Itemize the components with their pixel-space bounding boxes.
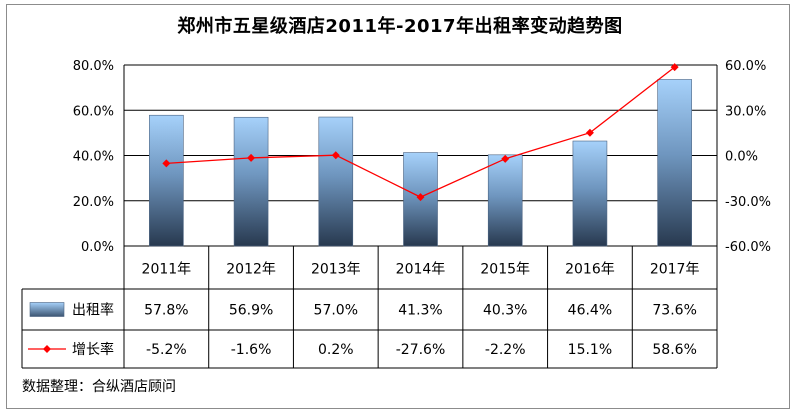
bar xyxy=(487,154,523,247)
legend-label-bar: 出租率 xyxy=(72,302,114,319)
x-tick-label: 2016年 xyxy=(565,262,615,278)
y-left-tick-label: 0.0% xyxy=(81,240,114,255)
y-right-tick-label: -60.0% xyxy=(725,240,771,255)
line-point xyxy=(162,159,171,168)
chart-title: 郑州市五星级酒店2011年-2017年出租率变动趋势图 xyxy=(177,16,623,37)
legend-swatch-bar xyxy=(29,302,65,317)
data-label-line: -5.2% xyxy=(146,342,187,358)
x-tick-label: 2014年 xyxy=(396,262,446,278)
bar xyxy=(657,79,692,247)
line-point xyxy=(247,153,256,162)
data-label-bar: 46.4% xyxy=(568,303,612,319)
data-label-bar: 41.3% xyxy=(398,303,442,319)
legend-marker-line xyxy=(43,345,51,353)
y-right-tick-label: 60.0% xyxy=(725,59,766,74)
y-left-tick-label: 20.0% xyxy=(73,195,114,210)
data-label-line: 58.6% xyxy=(652,342,696,358)
x-tick-label: 2015年 xyxy=(480,262,530,278)
line-point xyxy=(501,154,510,163)
source-note: 数据整理：合纵酒店顾问 xyxy=(22,379,176,395)
data-label-line: 15.1% xyxy=(568,342,612,358)
bar xyxy=(233,116,269,247)
bar xyxy=(572,140,608,247)
x-tick-label: 2017年 xyxy=(650,262,700,278)
data-label-bar: 73.6% xyxy=(652,303,696,319)
bar xyxy=(318,116,354,247)
data-label-bar: 56.9% xyxy=(229,303,273,319)
data-label-bar: 57.0% xyxy=(314,303,358,319)
line-point xyxy=(670,63,679,72)
data-label-line: -1.6% xyxy=(231,342,272,358)
data-label-line: -27.6% xyxy=(396,342,446,358)
line-point xyxy=(416,193,425,202)
line-point xyxy=(331,151,340,160)
line-point xyxy=(585,128,594,137)
y-right-tick-label: 0.0% xyxy=(725,150,758,165)
x-tick-label: 2013年 xyxy=(311,262,361,278)
y-right-tick-label: -30.0% xyxy=(725,195,771,210)
x-tick-label: 2011年 xyxy=(142,262,192,278)
data-label-line: -2.2% xyxy=(485,342,526,358)
y-left-tick-label: 40.0% xyxy=(73,150,114,165)
data-label-bar: 40.3% xyxy=(483,303,527,319)
bar xyxy=(149,114,184,247)
y-left-tick-label: 80.0% xyxy=(73,59,114,74)
legend-label-line: 增长率 xyxy=(72,341,114,358)
data-label-bar: 57.8% xyxy=(144,303,188,319)
y-right-tick-label: 30.0% xyxy=(725,104,766,119)
data-label-line: 0.2% xyxy=(318,342,354,358)
x-tick-label: 2012年 xyxy=(226,262,276,278)
y-left-tick-label: 60.0% xyxy=(73,104,114,119)
